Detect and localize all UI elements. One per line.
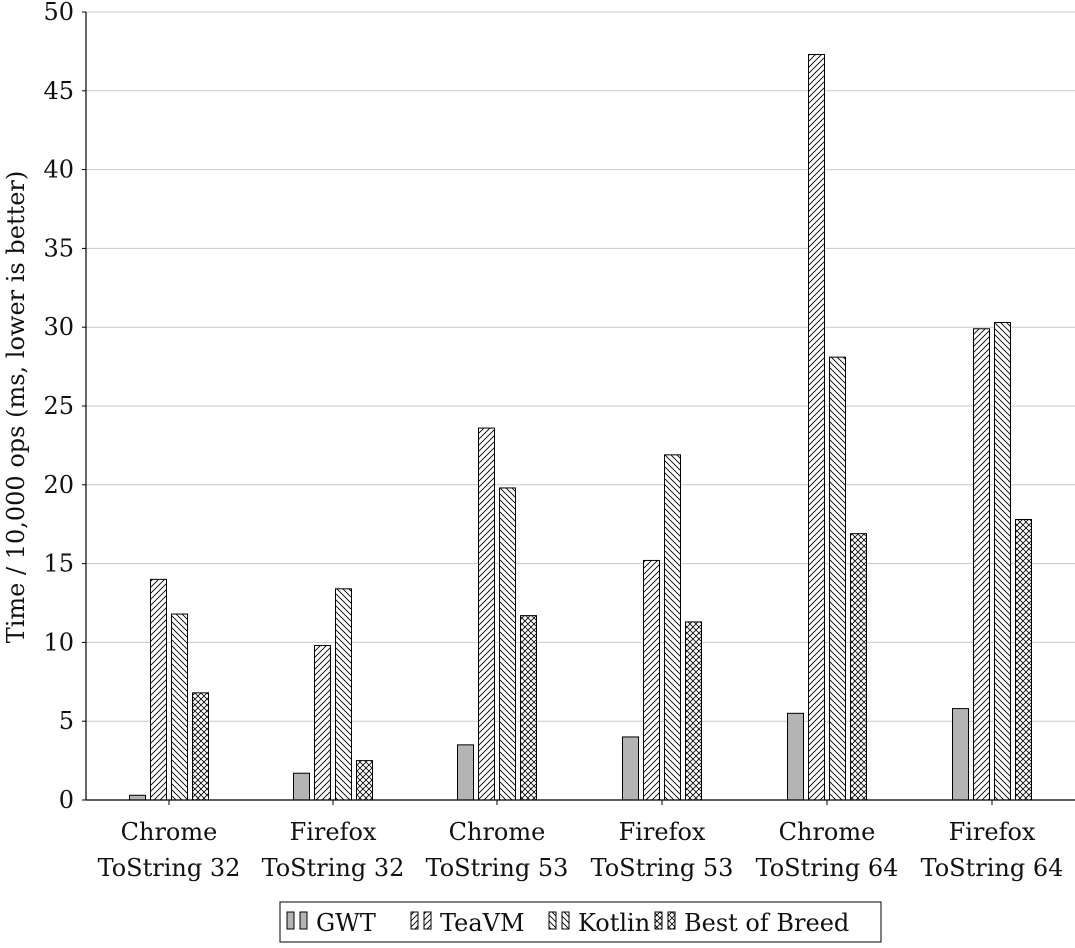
y-axis-label: Time / 10,000 ops (ms, lower is better) [2, 171, 30, 644]
bar-best-of-breed [850, 533, 867, 801]
x-tick-label: ToString 32 [262, 854, 405, 882]
y-tick-label: 0 [59, 786, 74, 814]
x-tick-label: ToString 64 [756, 854, 899, 882]
y-tick-label: 10 [43, 628, 74, 656]
bar-best-of-breed [1015, 518, 1032, 801]
bar-kotlin [829, 356, 846, 801]
x-tick-labels: Chrome ToString 32 Firefox ToString 32 Chrom… [98, 800, 1064, 882]
legend-swatch-kotlin [561, 911, 570, 930]
legend: GWT TeaVM Kotlin Best of Breed [279, 901, 882, 943]
legend-swatch-gwt [299, 911, 308, 930]
bar-kotlin [664, 454, 681, 801]
y-tick-label: 40 [43, 156, 74, 184]
legend-swatch-best-of-breed [654, 911, 663, 930]
y-tick-label: 30 [43, 313, 74, 341]
y-tick-label: 25 [43, 392, 74, 420]
legend-label-gwt: GWT [316, 909, 376, 937]
y-tick-label: 45 [43, 77, 74, 105]
bars-layer [129, 54, 1032, 801]
x-tick-label: Firefox [290, 818, 377, 846]
x-tick-label: ToString 64 [921, 854, 1064, 882]
bar-gwt [293, 772, 310, 801]
legend-swatch-best-of-breed [667, 911, 676, 930]
axes-layer [85, 12, 1075, 801]
legend-label-teavm: TeaVM [440, 909, 525, 937]
x-tick-label: ToString 53 [591, 854, 734, 882]
bar-teavm [643, 559, 660, 801]
y-tick-label: 15 [43, 550, 74, 578]
legend-swatch-gwt [286, 911, 295, 930]
x-tick-label: ToString 53 [426, 854, 569, 882]
x-tick-label: Firefox [619, 818, 706, 846]
bar-kotlin [335, 588, 352, 801]
bar-best-of-breed [192, 692, 209, 801]
legend-swatch-kotlin [548, 911, 557, 930]
x-tick-label: ToString 32 [98, 854, 241, 882]
bar-kotlin [171, 613, 188, 801]
bar-gwt [952, 708, 969, 801]
bar-gwt [622, 736, 639, 801]
bar-kotlin [499, 487, 516, 801]
bar-teavm [973, 328, 990, 801]
legend-label-kotlin: Kotlin [578, 909, 650, 937]
bar-best-of-breed [520, 615, 537, 801]
grid-layer [82, 11, 1075, 801]
y-tick-label: 20 [43, 471, 74, 499]
legend-box [279, 901, 882, 943]
bar-best-of-breed [356, 760, 373, 801]
legend-swatch-teavm [410, 911, 419, 930]
x-tick-label: Chrome [121, 818, 218, 846]
bar-teavm [150, 578, 167, 801]
legend-swatch-teavm [423, 911, 432, 930]
bar-gwt [787, 712, 804, 801]
bar-gwt [457, 744, 474, 801]
y-tick-labels: 0 5 10 15 20 25 30 35 40 45 50 [43, 0, 74, 814]
bar-teavm [808, 54, 825, 801]
x-tick-label: Chrome [779, 818, 876, 846]
y-tick-label: 5 [59, 707, 74, 735]
legend-label-best-of-breed: Best of Breed [684, 909, 849, 937]
x-tick-label: Firefox [949, 818, 1036, 846]
y-tick-label: 50 [43, 0, 74, 26]
x-tick-label: Chrome [449, 818, 546, 846]
y-tick-label: 35 [43, 234, 74, 262]
bar-teavm [314, 645, 331, 801]
bar-gwt [129, 794, 146, 801]
bar-kotlin [994, 321, 1011, 801]
bar-teavm [478, 427, 495, 801]
bar-best-of-breed [685, 621, 702, 801]
